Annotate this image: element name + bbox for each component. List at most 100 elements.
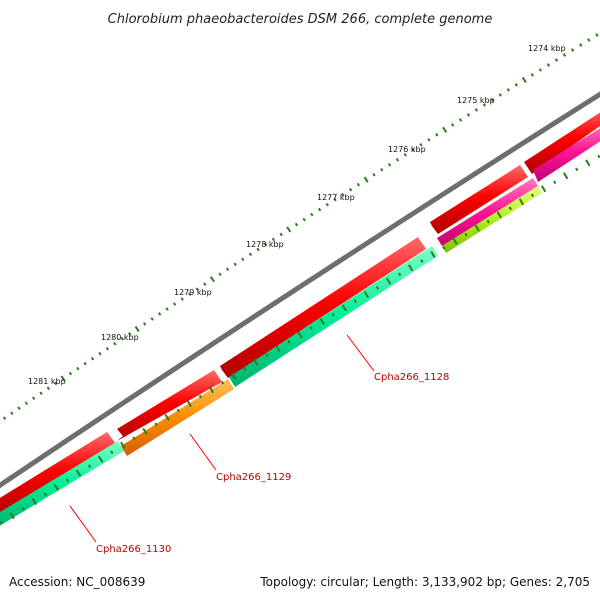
cog-ring	[0, 128, 600, 526]
tick-mark	[2, 416, 7, 420]
tick-mark	[157, 312, 162, 316]
tick-mark	[218, 272, 222, 277]
tick-mark	[363, 290, 370, 299]
cog-feature-lime	[442, 186, 542, 253]
tick-mark	[518, 198, 525, 206]
cog-feature-green	[229, 246, 438, 387]
tick-mark	[188, 292, 192, 296]
tick-mark	[253, 358, 259, 366]
tick-mark	[164, 413, 170, 421]
tick-mark	[203, 282, 207, 286]
tick-mark	[10, 411, 14, 415]
tick-mark	[331, 312, 335, 317]
cog-feature-orange	[121, 379, 234, 456]
callout-line	[189, 433, 217, 471]
tick-mark	[220, 380, 225, 385]
tick-mark	[450, 123, 455, 127]
tick-mark	[209, 276, 215, 283]
tick-mark	[24, 401, 29, 406]
tick-mark	[466, 113, 471, 117]
callout-line	[346, 334, 375, 372]
gene-label-cpha266-1129: Cpha266_1129	[216, 472, 291, 483]
tick-mark	[403, 152, 407, 157]
tick-mark	[538, 68, 542, 72]
tick-mark	[31, 498, 38, 506]
tick-mark	[496, 211, 502, 219]
tick-mark	[380, 167, 384, 172]
cog-feature-green	[0, 441, 124, 526]
tick-mark	[65, 478, 70, 483]
tick-mark	[310, 212, 314, 217]
tick-mark	[21, 506, 25, 511]
tick-mark	[333, 197, 337, 202]
tick-mark	[452, 237, 458, 245]
tick-mark	[562, 53, 567, 57]
tick-mark	[75, 469, 82, 477]
kbp-label-1281: 1281 kbp	[28, 377, 66, 386]
tick-mark	[113, 341, 117, 346]
tick-mark	[275, 345, 281, 353]
genome-backbone	[0, 91, 600, 489]
cds-feature	[524, 112, 600, 174]
tick-mark	[128, 332, 132, 336]
tick-mark	[385, 277, 392, 285]
tick-mark	[32, 396, 36, 401]
tick-mark	[98, 351, 102, 356]
inner-ticks	[0, 154, 600, 525]
tick-mark	[419, 143, 423, 147]
tick-mark	[294, 222, 299, 227]
tick-mark	[579, 43, 583, 47]
tick-mark	[474, 108, 479, 112]
tick-mark	[286, 226, 292, 233]
tick-mark	[17, 406, 21, 410]
tick-mark	[435, 133, 439, 137]
tick-mark	[132, 436, 136, 441]
tick-mark	[309, 326, 313, 331]
tick-mark	[54, 381, 58, 386]
tick-mark	[530, 193, 535, 198]
cog-feature-magenta	[437, 178, 538, 246]
tick-mark	[230, 372, 237, 380]
cds-feature	[430, 165, 528, 234]
gene-label-cpha266-1128: Cpha266_1128	[374, 372, 449, 383]
tick-mark	[490, 98, 494, 102]
tick-mark	[39, 391, 43, 396]
tick-mark	[498, 93, 502, 97]
tick-mark	[105, 346, 110, 351]
tick-mark	[356, 182, 361, 187]
tick-mark	[575, 167, 579, 172]
tick-mark	[486, 219, 490, 224]
tick-mark	[256, 247, 260, 252]
tick-mark	[587, 38, 591, 42]
tick-mark	[398, 272, 402, 277]
tick-mark	[595, 33, 599, 37]
tick-mark	[43, 492, 48, 497]
tick-mark	[233, 262, 237, 267]
tick-mark	[395, 157, 400, 162]
tick-mark	[482, 103, 487, 107]
tick-mark	[325, 202, 329, 207]
tick-mark	[521, 76, 527, 84]
tick-mark	[506, 88, 510, 92]
tick-mark	[554, 58, 559, 62]
tick-mark	[198, 394, 203, 399]
tick-mark	[142, 427, 148, 435]
tick-mark	[348, 187, 353, 192]
tick-mark	[553, 180, 557, 185]
kbp-label-1280: 1280 kbp	[101, 333, 139, 342]
tick-mark	[363, 176, 369, 183]
tick-mark	[83, 361, 87, 366]
tick-mark	[427, 138, 431, 142]
cds-feature	[0, 432, 116, 515]
tick-mark	[60, 375, 66, 382]
tick-mark	[530, 73, 534, 77]
topology-text: Topology: circular; Length: 3,133,902 bp…	[259, 575, 590, 589]
tick-mark	[90, 356, 95, 361]
tick-mark	[0, 521, 3, 525]
tick-mark	[408, 264, 414, 272]
kbp-label-1279: 1279 kbp	[174, 288, 212, 297]
tick-mark	[186, 399, 192, 408]
kbp-label-1275: 1275 kbp	[457, 96, 495, 105]
tick-mark	[508, 206, 512, 211]
kbp-label-1278: 1278 kbp	[246, 240, 284, 249]
